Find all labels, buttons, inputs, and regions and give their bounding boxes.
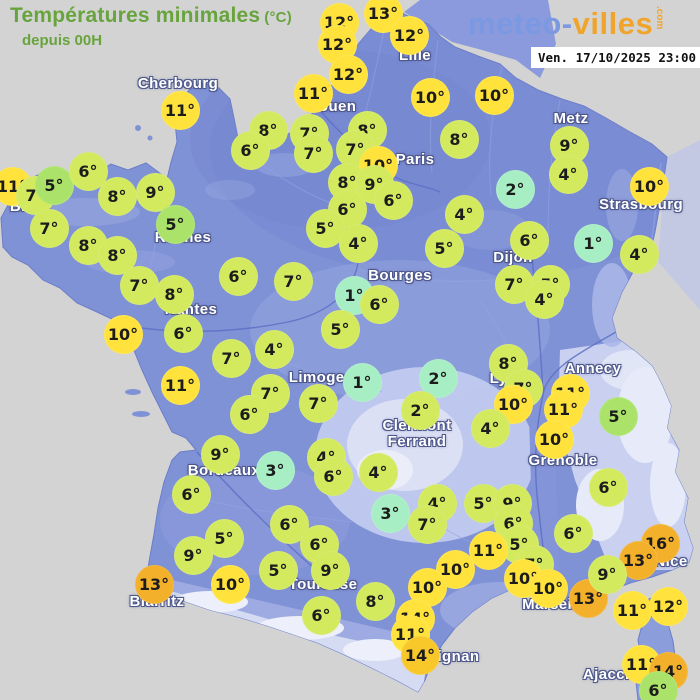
temp-bubble[interactable]: 6° xyxy=(373,180,413,220)
temp-bubble[interactable]: 10° xyxy=(474,75,514,115)
temp-bubble[interactable]: 7° xyxy=(407,504,447,544)
temp-bubble[interactable]: 5° xyxy=(155,204,195,244)
temp-bubble[interactable]: 5° xyxy=(34,165,74,205)
temp-bubble[interactable]: 6° xyxy=(163,313,203,353)
city-label: Annecy xyxy=(564,360,622,377)
temp-bubble[interactable]: 6° xyxy=(638,670,678,700)
title-block: Températures minimales (°C) depuis 00H xyxy=(10,4,292,49)
page-subtitle: depuis 00H xyxy=(22,32,103,49)
title-unit: (°C) xyxy=(264,9,292,26)
temp-bubble[interactable]: 6° xyxy=(313,456,353,496)
island xyxy=(125,389,141,395)
temp-bubble[interactable]: 7° xyxy=(298,383,338,423)
temp-bubble[interactable]: 3° xyxy=(255,450,295,490)
temp-bubble[interactable]: 13° xyxy=(618,540,658,580)
temp-bubble[interactable]: 8° xyxy=(68,225,108,265)
datetime-stamp: Ven. 17/10/2025 23:00 xyxy=(530,47,700,68)
temp-bubble[interactable]: 10° xyxy=(407,567,447,607)
city-label: Metz xyxy=(553,110,589,127)
temp-bubble[interactable]: 6° xyxy=(553,513,593,553)
meteo-villes-logo[interactable]: meteo-villes.com xyxy=(468,6,665,42)
temp-bubble[interactable]: 11° xyxy=(612,590,652,630)
temp-bubble[interactable]: 4° xyxy=(548,154,588,194)
temp-bubble[interactable]: 4° xyxy=(444,194,484,234)
logo-text-meteo: meteo- xyxy=(468,6,573,41)
page-title: Températures minimales (°C) xyxy=(10,4,292,27)
temp-bubble[interactable]: 5° xyxy=(258,550,298,590)
temp-bubble[interactable]: 7° xyxy=(119,265,159,305)
temp-bubble[interactable]: 10° xyxy=(435,549,475,589)
temp-bubble[interactable]: 12° xyxy=(389,15,429,55)
temp-bubble[interactable]: 4° xyxy=(524,279,564,319)
city-label: Limoges xyxy=(288,369,354,386)
temp-bubble[interactable]: 1° xyxy=(342,362,382,402)
island xyxy=(135,125,141,131)
temp-bubble[interactable]: 12° xyxy=(648,586,688,626)
city-label: Paris xyxy=(395,151,435,168)
temp-bubble[interactable]: 12° xyxy=(328,54,368,94)
temp-bubble[interactable]: 6° xyxy=(171,474,211,514)
temp-bubble[interactable]: 6° xyxy=(359,284,399,324)
temp-bubble[interactable]: 6° xyxy=(230,130,270,170)
temp-bubble[interactable]: 8° xyxy=(154,274,194,314)
temp-bubble[interactable]: 6° xyxy=(509,220,549,260)
temp-bubble[interactable]: 14° xyxy=(400,635,440,675)
temp-bubble[interactable]: 9° xyxy=(587,554,627,594)
temp-bubble[interactable]: 9° xyxy=(200,434,240,474)
temp-bubble[interactable]: 9° xyxy=(135,172,175,212)
temp-bubble[interactable]: 4° xyxy=(619,234,659,274)
temp-bubble[interactable]: 10° xyxy=(210,564,250,604)
temp-bubble[interactable]: 5° xyxy=(305,208,345,248)
temp-bubble[interactable]: 2° xyxy=(400,390,440,430)
logo-text-com: .com xyxy=(654,6,666,30)
temp-bubble[interactable]: 8° xyxy=(439,119,479,159)
temp-bubble[interactable]: 2° xyxy=(495,169,535,209)
temp-bubble[interactable]: 5° xyxy=(598,396,638,436)
city-label: Bourges xyxy=(368,267,432,284)
temp-bubble[interactable]: 8° xyxy=(97,176,137,216)
temp-bubble[interactable]: 10° xyxy=(528,568,568,608)
temp-bubble[interactable]: 7° xyxy=(293,133,333,173)
temp-bubble[interactable]: 7° xyxy=(273,261,313,301)
temp-bubble[interactable]: 11° xyxy=(160,90,200,130)
island xyxy=(59,279,65,285)
temp-bubble[interactable]: 7° xyxy=(335,129,375,169)
temp-bubble[interactable]: 11° xyxy=(160,365,200,405)
temp-bubble[interactable]: 9° xyxy=(173,535,213,575)
temp-bubble[interactable]: 6° xyxy=(301,595,341,635)
temp-bubble[interactable]: 7° xyxy=(211,338,251,378)
temp-bubble[interactable]: 11° xyxy=(293,73,333,113)
logo-text-villes: villes xyxy=(572,6,654,41)
temp-bubble[interactable]: 10° xyxy=(103,314,143,354)
temp-bubble[interactable]: 6° xyxy=(218,256,258,296)
temp-bubble[interactable]: 11° xyxy=(468,530,508,570)
belgium-landmass xyxy=(404,0,556,78)
temp-bubble[interactable]: 4° xyxy=(254,329,294,369)
temp-bubble[interactable]: 10° xyxy=(410,77,450,117)
temp-bubble[interactable]: 7° xyxy=(494,264,534,304)
temp-bubble[interactable]: 10° xyxy=(534,419,574,459)
island xyxy=(147,135,153,141)
city-label: Cherbourg xyxy=(137,75,219,92)
temp-bubble[interactable]: 6° xyxy=(229,394,269,434)
temp-bubble[interactable]: 6° xyxy=(588,467,628,507)
temp-bubble[interactable]: 4° xyxy=(358,452,398,492)
temp-bubble[interactable]: 4° xyxy=(470,408,510,448)
temp-bubble[interactable]: 13° xyxy=(134,564,174,604)
temp-bubble[interactable]: 5° xyxy=(320,309,360,349)
temp-bubble[interactable]: 4° xyxy=(338,223,378,263)
island xyxy=(132,411,150,417)
temp-bubble[interactable]: 8° xyxy=(355,581,395,621)
temp-bubble[interactable]: 9° xyxy=(310,550,350,590)
temp-bubble[interactable]: 10° xyxy=(629,166,669,206)
temp-bubble[interactable]: 7° xyxy=(29,208,69,248)
temp-bubble[interactable]: 3° xyxy=(370,493,410,533)
germany-landmass xyxy=(658,140,700,310)
temp-bubble[interactable]: 1° xyxy=(573,223,613,263)
temp-bubble[interactable]: 5° xyxy=(424,228,464,268)
